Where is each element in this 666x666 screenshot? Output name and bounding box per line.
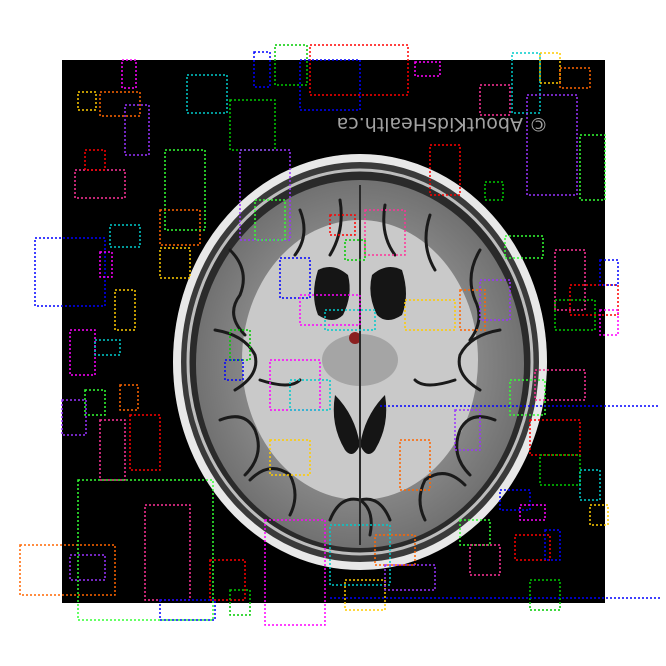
midline-vessel [349, 332, 361, 344]
watermark: © AboutKidsHealth.ca [337, 113, 548, 135]
watermark-text: © AboutKidsHealth.ca [337, 113, 548, 135]
